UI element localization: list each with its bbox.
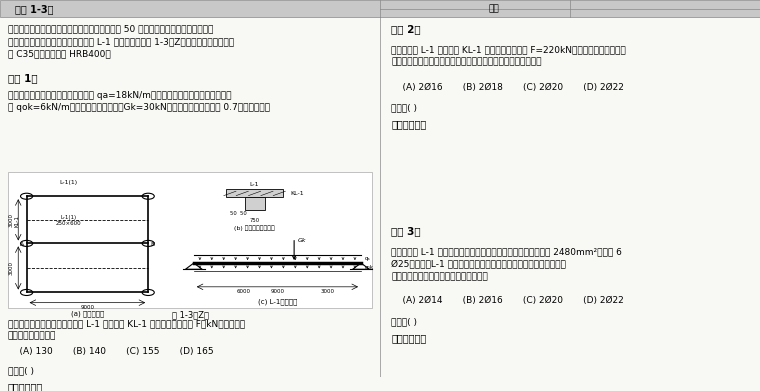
Bar <box>0 0 760 17</box>
Text: 答案：( ): 答案：( ) <box>391 104 417 113</box>
Text: 主要解答过程: 主要解答过程 <box>391 333 426 343</box>
Bar <box>226 189 283 197</box>
Text: 3000: 3000 <box>321 289 334 294</box>
Text: 750: 750 <box>249 218 260 223</box>
Text: 6000: 6000 <box>237 289 251 294</box>
Bar <box>8 172 372 308</box>
Text: 【题 1-3】: 【题 1-3】 <box>15 4 54 14</box>
Text: Gk: Gk <box>298 238 306 243</box>
Text: 3000: 3000 <box>8 213 13 227</box>
Text: 9000: 9000 <box>271 289 284 294</box>
Text: (A) 130       (B) 140       (C) 155       (D) 165: (A) 130 (B) 140 (C) 155 (D) 165 <box>8 347 214 356</box>
Text: KL-1: KL-1 <box>14 215 19 227</box>
Bar <box>245 197 264 210</box>
Text: KL-1: KL-1 <box>290 191 304 196</box>
Text: q₀k: q₀k <box>365 265 374 270</box>
Text: (A) 2Ø14       (B) 2Ø16       (C) 2Ø20       (D) 2Ø22: (A) 2Ø14 (B) 2Ø16 (C) 2Ø20 (D) 2Ø22 <box>391 296 624 305</box>
Text: 答案：( ): 答案：( ) <box>391 317 417 326</box>
Text: 图 1-3（Z）: 图 1-3（Z） <box>172 310 208 319</box>
Text: 9000: 9000 <box>81 305 94 310</box>
Text: 答案：( ): 答案：( ) <box>8 366 33 375</box>
Text: 【题 1】: 【题 1】 <box>8 74 37 84</box>
Text: 50  50: 50 50 <box>230 211 247 215</box>
Text: L-1(1): L-1(1) <box>59 180 78 185</box>
Text: L-1: L-1 <box>250 183 259 187</box>
Text: L-1(1)
250×600: L-1(1) 250×600 <box>55 215 81 226</box>
Text: 主要解答过程: 主要解答过程 <box>8 382 43 391</box>
Text: 【题 2】: 【题 2】 <box>391 25 421 34</box>
Text: (a) 局部平面图: (a) 局部平面图 <box>71 310 104 317</box>
Text: A: A <box>20 242 24 247</box>
Text: 主要解答过程: 主要解答过程 <box>391 120 426 130</box>
Text: B: B <box>150 242 155 247</box>
Text: 假定，次梁 L-1 传给主梁 KL-1 的集中荷载设计值 F=220kN，且该集中荷载全部由
附加吊筋承担。试问，附加吊筋的配置选用下列何项最为合适？: 假定，次梁 L-1 传给主梁 KL-1 的集中荷载设计值 F=220kN，且该集… <box>391 45 626 67</box>
Text: 年份: 年份 <box>489 4 499 13</box>
Text: 3000: 3000 <box>8 261 13 275</box>
Text: qₐ: qₐ <box>365 256 370 261</box>
Text: 假定，次梁上的永久均布荷载标准值 qa=18kN/m（包括自重），可变均布荷载标准
值 qok=6kN/m，永久集中荷载标准值Gk=30kN，可变荷载组合值系数: 假定，次梁上的永久均布荷载标准值 qa=18kN/m（包括自重），可变均布荷载标… <box>8 91 270 112</box>
Text: (b) 主次梁节点示意图: (b) 主次梁节点示意图 <box>234 226 275 231</box>
Text: 【题 3】: 【题 3】 <box>391 226 421 237</box>
Text: (c) L-1计算简图: (c) L-1计算简图 <box>258 298 297 305</box>
Text: 假定，次梁 L-1 跨中下部纵向受力钢筋按计算所需的截面面积为 2480mm²，实配 6
Ø25，试问，L-1 支座上部的纵向钢筋，至少应采用下列何项配置？
提: 假定，次梁 L-1 跨中下部纵向受力钢筋按计算所需的截面面积为 2480mm²，… <box>391 247 622 281</box>
Text: 某办公楼为现浇混凝土框架结构，设计使用年限 50 年，安全等级为二级，其二层局
部平面图、主次梁节点示意图和次梁 L-1 的计算简图如图 1-3（Z）所示，混凝: 某办公楼为现浇混凝土框架结构，设计使用年限 50 年，安全等级为二级，其二层局 … <box>8 25 234 59</box>
Text: (A) 2Ø16       (B) 2Ø18       (C) 2Ø20       (D) 2Ø22: (A) 2Ø16 (B) 2Ø18 (C) 2Ø20 (D) 2Ø22 <box>391 83 624 92</box>
Text: 考虑楼面活载折减系数时，次梁 L-1 传给主梁 KL-1 的集中荷载设计值 F（kN），与下列
何项数值最为接近？: 考虑楼面活载折减系数时，次梁 L-1 传给主梁 KL-1 的集中荷载设计值 F（… <box>8 319 245 341</box>
